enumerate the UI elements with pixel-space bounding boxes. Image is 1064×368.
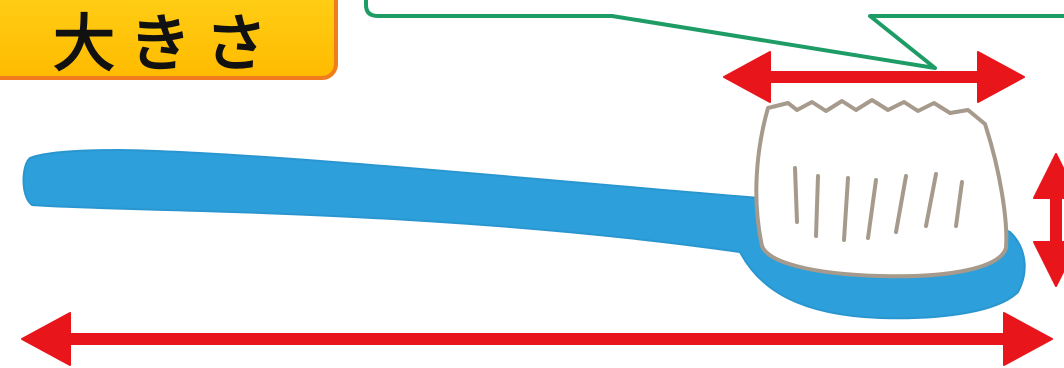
head-length-double-arrow-icon xyxy=(723,51,1025,103)
bristle-head xyxy=(754,98,1009,279)
toothbrush-handle xyxy=(22,148,1026,320)
head-height-double-arrow-icon xyxy=(1033,153,1064,287)
total-length-double-arrow-icon xyxy=(21,312,1053,366)
callout-bubble xyxy=(364,0,1064,70)
toothbrush-icon xyxy=(22,98,1026,320)
title-label-box: 大きさ xyxy=(0,0,338,80)
bristle-lines xyxy=(793,166,964,242)
title-label: 大きさ xyxy=(52,7,281,80)
